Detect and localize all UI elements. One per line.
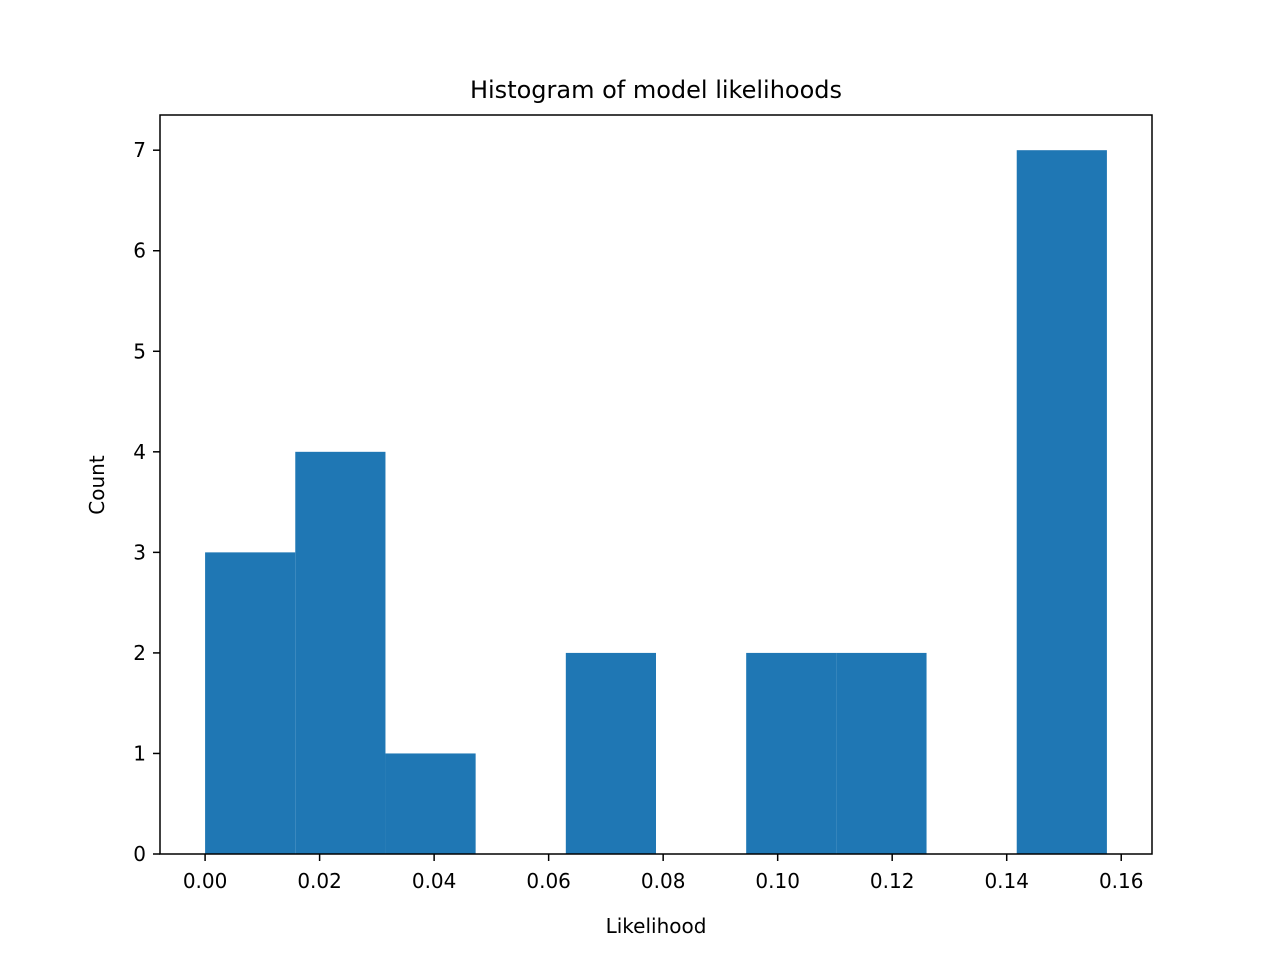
histogram-bar-6 bbox=[746, 652, 837, 854]
x-tick-label-4: 0.08 bbox=[641, 869, 686, 893]
histogram-bar-0 bbox=[205, 552, 296, 854]
y-tick-label-0: 0 bbox=[133, 842, 146, 866]
x-tick-label-1: 0.02 bbox=[297, 869, 342, 893]
x-tick-label-8: 0.16 bbox=[1099, 869, 1144, 893]
y-ticks-group: 0 1 2 3 4 5 6 7 bbox=[133, 138, 160, 866]
x-tick-label-7: 0.14 bbox=[984, 869, 1029, 893]
y-tick-label-6: 6 bbox=[133, 239, 146, 263]
x-ticks-group: 0.00 0.02 0.04 0.06 0.08 0.10 0.12 0.14 0.16 bbox=[183, 854, 1144, 893]
y-tick-label-4: 4 bbox=[133, 440, 146, 464]
histogram-bar-7 bbox=[836, 652, 927, 854]
x-axis-label: Likelihood bbox=[606, 914, 707, 938]
y-tick-label-1: 1 bbox=[133, 741, 146, 765]
y-tick-label-7: 7 bbox=[133, 138, 146, 162]
x-tick-label-2: 0.04 bbox=[412, 869, 457, 893]
histogram-bar-1 bbox=[295, 451, 386, 854]
x-tick-label-6: 0.12 bbox=[870, 869, 915, 893]
histogram-bar-2 bbox=[385, 753, 476, 854]
x-tick-label-3: 0.06 bbox=[526, 869, 571, 893]
chart-title: Histogram of model likelihoods bbox=[470, 76, 842, 104]
x-tick-label-5: 0.10 bbox=[755, 869, 800, 893]
y-tick-label-3: 3 bbox=[133, 540, 146, 564]
histogram-bar-9 bbox=[1016, 150, 1107, 854]
histogram-bar-4 bbox=[565, 652, 656, 854]
y-tick-label-5: 5 bbox=[133, 339, 146, 363]
x-tick-label-0: 0.00 bbox=[183, 869, 228, 893]
y-tick-label-2: 2 bbox=[133, 641, 146, 665]
plot-frame bbox=[159, 114, 1153, 855]
bars-group bbox=[205, 150, 1107, 854]
y-axis-label: Count bbox=[85, 455, 109, 515]
